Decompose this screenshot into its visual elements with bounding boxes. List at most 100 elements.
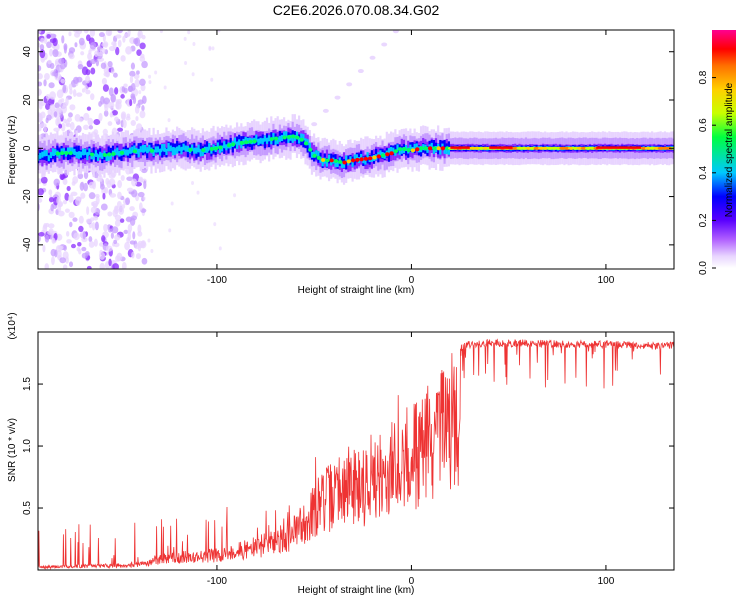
spectrogram-y-tick-label: 40 (22, 46, 33, 58)
spectrogram-noise-blob (93, 215, 99, 221)
spectrogram-ridge-core (98, 153, 103, 158)
spectrogram-noise-blob (111, 41, 117, 47)
spectrogram-noise-blob (85, 218, 93, 224)
spectrogram-ridge-band (201, 149, 204, 156)
spectrogram-y-ticks: -40 -20 0 20 40 (22, 46, 674, 252)
spectrogram-x-tick-label: -100 (207, 275, 227, 286)
spectrogram-ridge-band (443, 147, 446, 154)
spectrogram-ridge-core (119, 150, 125, 155)
spectrogram-ridge-band (84, 148, 87, 155)
spectrogram-ridge-core (162, 147, 168, 152)
spectrogram-ridge-band (216, 142, 219, 149)
spectrogram-ridge-band (396, 144, 399, 151)
spectrogram-ridge-band (283, 131, 286, 138)
spectrogram-noise-blob (93, 118, 101, 126)
spectrogram-ridge-core (72, 151, 78, 156)
spectrogram-ridge-core (158, 148, 163, 153)
snr-x-tick-label: 0 (409, 576, 415, 587)
spectrogram-noise-blob (78, 117, 83, 123)
spectrogram-ridge-core (286, 134, 292, 139)
spectrogram-ridge-core (316, 155, 322, 160)
spectrogram-ridge-band (137, 151, 140, 158)
spectrogram-noise-blob (96, 177, 102, 182)
spectrogram-noise-blob (55, 107, 62, 112)
spectrogram-ridge-core (85, 151, 90, 156)
spectrogram-noise-blob (142, 196, 146, 201)
spectrogram-noise-blob (135, 116, 139, 121)
spectrogram-harmonic-blob (334, 95, 341, 100)
spectrogram-ridge-band (447, 148, 450, 155)
spectrogram-ridge-band (263, 138, 266, 149)
spectrogram-ridge-core (380, 153, 386, 158)
spectrogram-ridge-core (201, 147, 206, 152)
snr-y-tick-label: 0.5 (22, 501, 33, 515)
spectrogram-noise-blob (126, 187, 134, 193)
spectrogram-ridge-core (363, 156, 369, 161)
spectrogram-ridge-core (350, 158, 356, 163)
spectrogram-noise-blob (108, 258, 112, 267)
spectrogram-noise-blob (39, 44, 45, 51)
spectrogram-noise-blob (38, 81, 43, 87)
spectrogram-noise-blob (83, 124, 89, 131)
spectrogram-ridge-band (246, 137, 249, 144)
spectrogram-noise-blob (60, 122, 66, 132)
spectrogram-ridge-band (105, 144, 108, 159)
spectrogram-noise-blob (218, 246, 222, 251)
spectrogram-noise-blob (54, 102, 60, 109)
spectrogram-noise-blob (52, 49, 59, 58)
spectrogram-ridge-band (94, 150, 97, 157)
spectrogram-noise-blob (101, 77, 108, 85)
spectrogram-x-tick-label: 100 (598, 275, 615, 286)
spectrogram-ridge-band (79, 151, 82, 158)
spectrogram-noise-blob (112, 263, 119, 269)
spectrogram-ridge-band (411, 142, 414, 152)
spectrogram-ridge-band (270, 138, 273, 145)
spectrogram-ridge-band (199, 150, 202, 157)
spectrogram-noise-blob (95, 196, 100, 205)
snr-y-label: SNR (10 * v/v) (7, 418, 18, 482)
spectrogram-ridge-core (218, 145, 223, 150)
spectrogram-noise-blob (137, 231, 143, 237)
spectrogram-ridge-core (166, 147, 172, 152)
spectrogram-y-tick-label: 0 (22, 145, 33, 151)
spectrogram-ridge-band (171, 149, 174, 156)
spectrogram-noise-blob (89, 58, 97, 65)
spectrogram-noise-blob (77, 64, 84, 70)
spectrogram-ridge-band (330, 153, 333, 164)
spectrogram-ridge-band (51, 148, 55, 155)
spectrogram-ridge-core (222, 144, 227, 149)
colorbar-ticks: 0.0 0.2 0.4 0.6 0.8 (698, 70, 716, 275)
spectrogram-noise-blob (103, 223, 109, 232)
spectrogram-ridge-core (261, 138, 266, 143)
spectrogram-ridge-core (295, 135, 300, 140)
spectrogram-noise-blob (129, 98, 133, 107)
spectrogram-noise-blob (140, 240, 146, 247)
spectrogram-noise-blob (114, 116, 119, 122)
spectrogram-peak-streak (596, 146, 641, 149)
spectrogram-ridge-core (226, 143, 232, 148)
spectrogram-ridge-band (392, 147, 395, 154)
spectrogram-noise-blob (48, 197, 55, 203)
spectrogram-noise-blob (82, 230, 86, 240)
spectrogram-noise-blob (45, 94, 51, 100)
spectrogram-ridge-core (359, 157, 364, 162)
snr-y-ticks: 0.5 1.0 1.5 (22, 377, 674, 515)
spectrogram-ridge-band (268, 135, 271, 142)
spectrogram-ridge-band (285, 131, 288, 138)
spectrogram-noise-blob (38, 188, 44, 196)
spectrogram-ridge-band (139, 146, 142, 153)
spectrogram-ridge-core (419, 146, 424, 151)
spectrogram-noise-blob (213, 222, 217, 227)
spectrogram-ridge-core (175, 146, 180, 151)
spectrogram-noise-blob (64, 192, 70, 202)
spectrogram-ridge-band (56, 145, 59, 156)
spectrogram-noise-blob (134, 105, 140, 114)
spectrogram-ridge-band (430, 142, 433, 149)
spectrogram-noise-blob (93, 238, 98, 247)
spectrogram-ridge-band (355, 154, 358, 161)
spectrogram-noise-blob (53, 178, 60, 187)
spectrogram-noise-blob (83, 171, 89, 179)
spectrogram-noise-blob (64, 208, 70, 213)
spectrogram-ridge-band (45, 151, 48, 162)
spectrogram-x-ticks: -100 0 100 (207, 30, 615, 286)
